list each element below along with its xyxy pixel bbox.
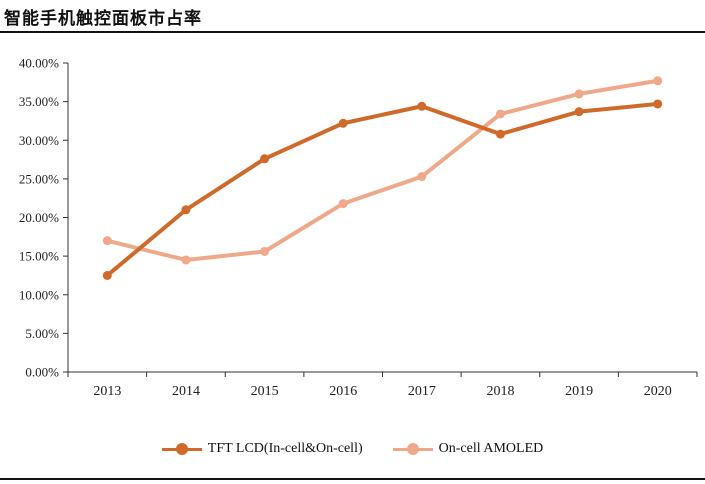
legend-item-series-2: On-cell AMOLED <box>392 441 544 457</box>
series-2-point <box>417 172 427 182</box>
y-tick-label: 40.00% <box>19 56 59 71</box>
x-tick-label: 2015 <box>251 384 279 399</box>
legend: TFT LCD(In-cell&On-cell) On-cell AMOLED <box>0 438 705 460</box>
series-2-point <box>574 89 584 99</box>
series-1-point <box>653 99 663 109</box>
legend-swatch-series-1 <box>161 443 202 455</box>
series-1-point <box>181 205 191 215</box>
chart-title: 智能手机触控面板市占率 <box>4 9 202 29</box>
legend-label-series-1: TFT LCD(In-cell&On-cell) <box>207 441 363 456</box>
bottom-rule <box>0 478 705 480</box>
series-1-point <box>574 107 584 117</box>
x-tick-label: 2017 <box>408 384 436 399</box>
x-tick-label: 2020 <box>644 384 672 399</box>
series-1-point <box>417 101 427 111</box>
series-1-point <box>338 118 348 128</box>
series-line-1 <box>105 101 660 278</box>
y-tick-label: 10.00% <box>19 287 59 302</box>
series-line-2 <box>105 78 660 262</box>
y-tick-label: 20.00% <box>19 210 59 225</box>
series-2-point <box>260 246 270 256</box>
legend-label-series-2: On-cell AMOLED <box>438 441 544 456</box>
top-rule <box>0 31 705 33</box>
x-tick-label: 2014 <box>172 384 200 399</box>
y-tick-label: 15.00% <box>19 249 59 264</box>
line-chart: 0.00% 5.00% 10.00% 15.00% 20.00% 25.00% 30.00%… <box>19 56 698 399</box>
y-tick-label: 0.00% <box>25 365 59 380</box>
series-1-point <box>260 154 270 164</box>
y-tick-label: 30.00% <box>19 133 59 148</box>
x-tick-label: 2019 <box>565 384 593 399</box>
series-2-point <box>102 236 112 246</box>
legend-item-series-1: TFT LCD(In-cell&On-cell) <box>161 441 363 457</box>
y-tick-label: 5.00% <box>25 326 59 341</box>
series-2-point <box>653 76 663 86</box>
legend-swatch-series-2 <box>392 443 433 455</box>
x-tick-label: 2013 <box>93 384 121 399</box>
x-tick-label: 2018 <box>486 384 514 399</box>
series-2-point <box>181 255 191 265</box>
series-2-point <box>495 109 505 119</box>
y-tick-label: 25.00% <box>19 171 59 186</box>
series-2-point <box>338 199 348 209</box>
series-1-point <box>102 270 112 280</box>
y-tick-label: 35.00% <box>19 94 59 109</box>
series-1-point <box>495 129 505 139</box>
x-tick-label: 2016 <box>329 384 357 399</box>
